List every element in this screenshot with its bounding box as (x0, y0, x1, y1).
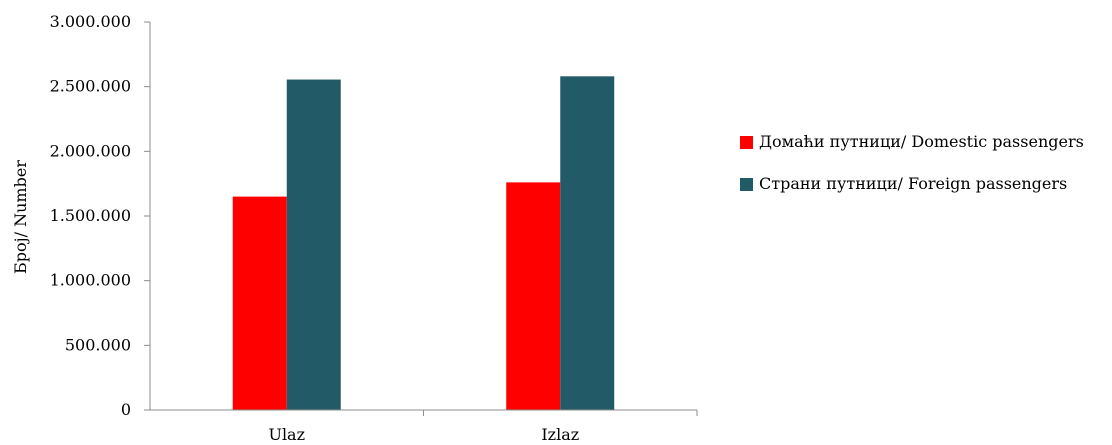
y-axis-title: Број/ Number (11, 160, 30, 274)
legend-item-foreign: Страни путници/ Foreign passengers (738, 174, 1112, 194)
legend-swatch-foreign (740, 178, 753, 191)
bars-group (232, 76, 615, 410)
y-tick-label: 1.000.000 (50, 271, 131, 290)
legend-label-foreign: Страни путници/ Foreign passengers (759, 174, 1068, 193)
x-ticks-group: Ulaz Izlaz (268, 410, 698, 444)
legend-item-domestic: Домаћи путници/ Domestic passengers (738, 132, 1112, 152)
bar-foreign-izlaz (560, 76, 615, 410)
y-tick-label: 2.000.000 (50, 141, 131, 160)
legend-swatch-domestic (740, 136, 753, 149)
y-tick-label: 0 (121, 400, 131, 419)
y-tick-label: 500.000 (65, 335, 131, 354)
y-tick-label: 1.500.000 (50, 206, 131, 225)
y-ticks-group: 0 500.000 1.000.000 1.500.000 2.000.000 2.500… (50, 12, 150, 419)
y-tick-label: 2.500.000 (50, 77, 131, 96)
y-tick-label: 3.000.000 (50, 12, 131, 31)
bar-domestic-izlaz (506, 182, 561, 410)
bar-domestic-ulaz (232, 196, 287, 410)
legend-label-domestic: Домаћи путници/ Domestic passengers (759, 132, 1084, 151)
x-tick-label: Izlaz (541, 425, 579, 444)
x-tick-label: Ulaz (268, 425, 305, 444)
bar-foreign-ulaz (286, 79, 341, 410)
legend: Домаћи путници/ Domestic passengers Стра… (738, 132, 1112, 194)
